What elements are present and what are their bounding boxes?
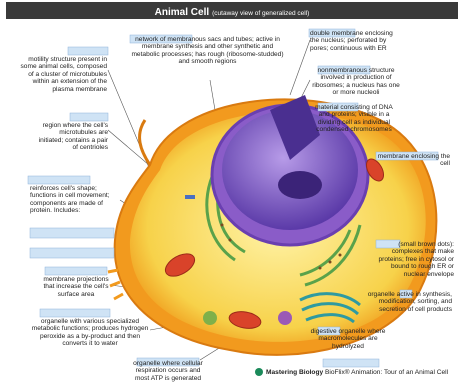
label: network of membranous sacs and tubes; ac…	[131, 36, 284, 66]
label: motility structure present in some anima…	[20, 56, 108, 93]
label: membrane projections that increase the c…	[43, 276, 109, 298]
nucleus	[222, 110, 358, 230]
footer-caption: BioFlix® Animation: Tour of an Animal Ce…	[325, 369, 449, 376]
footer: Mastering Biology BioFlix® Animation: To…	[266, 369, 448, 376]
label: region where the cell's microtubules are…	[38, 122, 108, 152]
mitochondria	[164, 158, 385, 329]
label: reinforces cell's shape; functions in ce…	[30, 185, 110, 215]
label: organelle where cellular respiration occ…	[133, 360, 203, 382]
label: membrane enclosing the cell	[377, 153, 450, 168]
answer-boxes	[27, 28, 439, 368]
flagellum	[138, 119, 152, 166]
label: double membrane enclosing the nucleus; p…	[310, 30, 393, 52]
title-bar: Animal Cell (cutaway view of generalized …	[6, 2, 458, 19]
label: material consisting of DNA and proteins;…	[315, 104, 393, 134]
nucleolus	[278, 171, 322, 199]
label: nonmembranous structure involved in prod…	[312, 67, 400, 97]
centrosome	[185, 195, 195, 199]
ribosomes	[220, 223, 342, 270]
label: (small brown dots): complexes that make …	[378, 241, 455, 278]
golgi-apparatus	[299, 292, 361, 324]
subtitle: (cutaway view of generalized cell)	[212, 10, 310, 17]
lysosome	[278, 311, 292, 325]
label: organelle with various specialized metab…	[31, 318, 149, 348]
microvilli	[107, 268, 124, 301]
chromatin	[270, 95, 320, 160]
label: organelle active in synthesis, modificat…	[367, 291, 452, 313]
peroxisome	[203, 311, 217, 325]
label: digestive organelle where macromolecules…	[310, 328, 386, 350]
brand-icon	[255, 368, 263, 376]
title: Animal Cell	[154, 7, 210, 18]
footer-brand: Mastering Biology	[266, 369, 324, 376]
